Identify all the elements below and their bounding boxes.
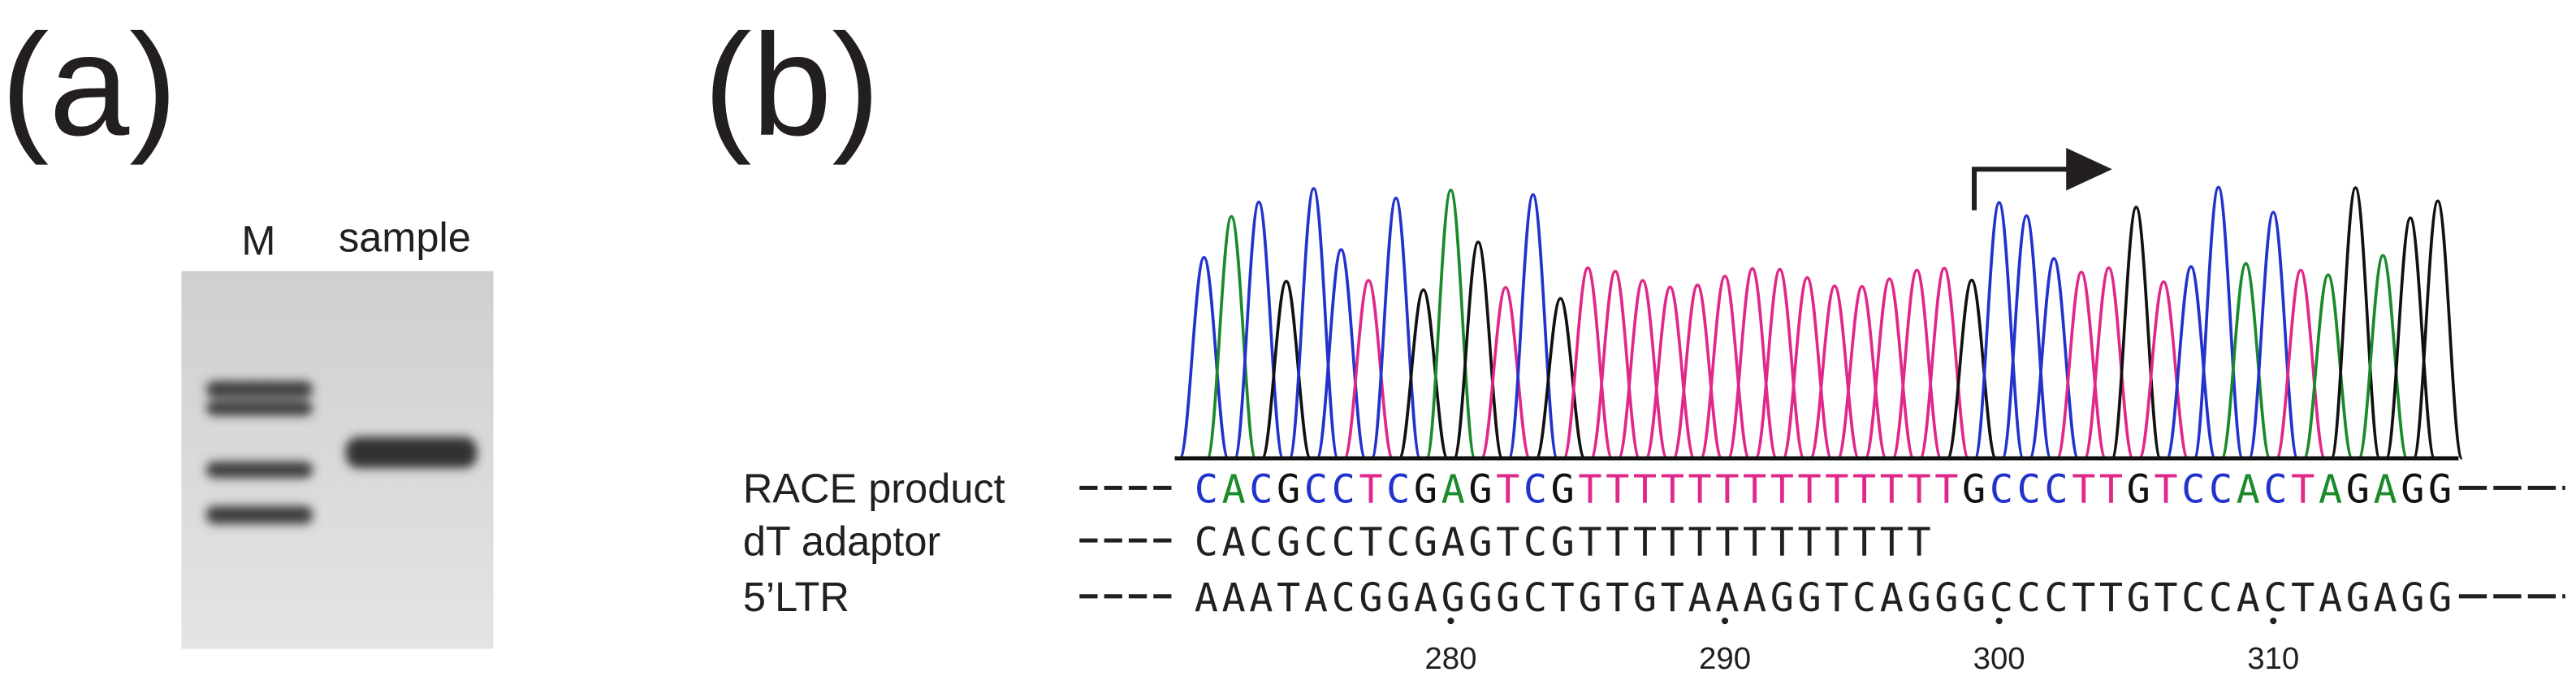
- chromatogram: [1178, 185, 2464, 460]
- panel-a-label: (a): [1, 4, 177, 166]
- peak: [1645, 285, 1696, 460]
- peak: [1973, 201, 2025, 460]
- peak: [2028, 257, 2080, 460]
- peak: [1864, 277, 1916, 460]
- peak: [1260, 280, 1312, 460]
- peak: [1727, 267, 1779, 460]
- peak: [1617, 279, 1669, 460]
- peak: [1178, 256, 1230, 460]
- panel-b-label: (b): [703, 4, 880, 166]
- position-dot: [2270, 618, 2277, 625]
- peak: [2384, 216, 2436, 460]
- peak: [2247, 210, 2299, 460]
- peak: [1507, 193, 1559, 460]
- peak: [1288, 187, 1340, 460]
- peak: [1480, 285, 1532, 460]
- peak: [1534, 297, 1586, 460]
- peak: [1671, 283, 1723, 460]
- lane-label: sample: [339, 214, 471, 260]
- peak: [1809, 284, 1861, 460]
- peak: [1370, 196, 1422, 460]
- gel-bands: [205, 381, 478, 524]
- peak: [1315, 248, 1367, 460]
- peak: [1918, 267, 1970, 460]
- peak: [2110, 206, 2162, 460]
- peak: [1424, 189, 1476, 460]
- peak: [2219, 262, 2271, 460]
- peak: [2165, 265, 2217, 460]
- peak: [2055, 271, 2107, 460]
- lane-label: M: [241, 217, 275, 263]
- peak: [1946, 279, 1998, 460]
- start-arrow: [1971, 147, 2112, 210]
- peak: [1398, 288, 1450, 460]
- peak: [2137, 280, 2189, 460]
- position-tick: 300: [1973, 641, 2025, 676]
- position-dot: [1995, 618, 2003, 625]
- peak: [1562, 266, 1614, 460]
- peak: [2193, 185, 2245, 460]
- row-label: RACE product: [743, 466, 1005, 512]
- peak: [1891, 268, 1943, 460]
- position-dot: [1721, 618, 1729, 625]
- peak: [1699, 275, 1751, 460]
- position-tick: 310: [2247, 641, 2299, 676]
- peak: [1754, 267, 1806, 460]
- row-label: dT adaptor: [743, 518, 940, 564]
- peak: [1836, 284, 1888, 460]
- position-tick: 290: [1699, 641, 1751, 676]
- peak: [2330, 186, 2382, 460]
- peak: [2000, 214, 2052, 460]
- row-label: 5’LTR: [743, 574, 849, 620]
- peak: [1452, 241, 1504, 460]
- peak: [2083, 266, 2135, 460]
- position-tick: 280: [1424, 641, 1476, 676]
- peak: [1342, 279, 1394, 460]
- peak: [1781, 275, 1833, 460]
- peak: [1205, 215, 1257, 460]
- position-dot: [1447, 618, 1454, 625]
- peak: [2302, 273, 2354, 460]
- peak: [1233, 200, 1285, 460]
- peak: [2412, 199, 2464, 460]
- peak: [2357, 254, 2409, 460]
- peak: [1589, 269, 1641, 460]
- peak: [2275, 268, 2327, 460]
